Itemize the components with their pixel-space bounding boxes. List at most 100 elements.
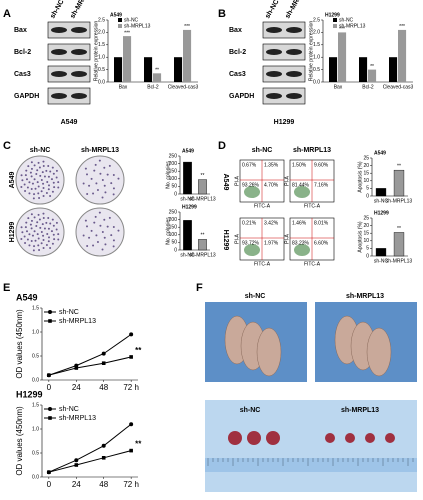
panel-letter: A bbox=[3, 8, 11, 20]
colony bbox=[38, 196, 41, 199]
colony bbox=[37, 161, 40, 164]
colony bbox=[30, 161, 33, 164]
blot-band bbox=[266, 27, 282, 33]
y-tick-label: 50 bbox=[171, 184, 177, 190]
colony bbox=[38, 248, 41, 251]
bar bbox=[359, 57, 368, 82]
colony bbox=[28, 181, 31, 184]
y-tick-label: 100 bbox=[169, 232, 178, 238]
row-label: Cas3 bbox=[14, 71, 31, 78]
colony bbox=[20, 186, 23, 189]
x-tick-label: sh-MRPL13 bbox=[386, 258, 413, 264]
colony bbox=[34, 187, 37, 190]
y-tick-label: 1.0 bbox=[313, 55, 320, 61]
quadrant-value: 1.97% bbox=[264, 240, 279, 246]
annotation: *** bbox=[399, 24, 405, 30]
annotation: *** bbox=[184, 24, 190, 30]
y-axis-label: Relative protein expression bbox=[93, 21, 99, 82]
colony bbox=[43, 227, 46, 230]
legend-label: sh-MRPL13 bbox=[124, 23, 151, 29]
row-label: A549 bbox=[222, 174, 229, 191]
blot-strip bbox=[47, 87, 91, 105]
blot-band bbox=[51, 27, 67, 33]
colony bbox=[110, 234, 113, 237]
legend-label: sh-NC bbox=[59, 309, 79, 316]
row-label: Bcl-2 bbox=[229, 49, 246, 56]
colony bbox=[20, 174, 23, 177]
colony bbox=[29, 223, 32, 226]
colony bbox=[24, 226, 27, 229]
dish bbox=[75, 207, 125, 257]
bar bbox=[198, 239, 207, 251]
colony bbox=[29, 171, 32, 174]
colony bbox=[33, 230, 36, 233]
blot-strip bbox=[47, 43, 91, 61]
blot-band bbox=[286, 27, 302, 33]
colony bbox=[25, 221, 28, 224]
x-tick-label: 48 bbox=[99, 480, 108, 489]
y-tick-label: 150 bbox=[169, 225, 178, 231]
colony bbox=[103, 218, 106, 221]
quadrant-value: 7.16% bbox=[314, 182, 329, 188]
colony bbox=[24, 189, 27, 192]
marker bbox=[101, 361, 106, 365]
legend-label: sh-MRPL13 bbox=[59, 415, 96, 422]
colony bbox=[39, 226, 42, 229]
colony bbox=[117, 177, 120, 180]
y-axis-label: Apoptosis (%) bbox=[357, 221, 363, 252]
quadrant-value: 0.21% bbox=[242, 220, 257, 226]
y-tick-label: 1.0 bbox=[32, 426, 39, 432]
colony bbox=[33, 164, 36, 167]
legend-label: sh-NC bbox=[59, 406, 79, 413]
column-label: sh-MRPL13 bbox=[293, 147, 331, 154]
annotation: ** bbox=[155, 68, 159, 74]
bar bbox=[183, 161, 192, 195]
blot-band bbox=[286, 71, 302, 77]
y-tick-label: 150 bbox=[169, 169, 178, 175]
colony bbox=[84, 167, 87, 170]
image-label: sh-NC bbox=[245, 293, 266, 300]
tumor bbox=[247, 431, 261, 445]
colony bbox=[23, 183, 26, 186]
colony bbox=[96, 240, 99, 243]
y-tick-label: 200 bbox=[169, 217, 178, 223]
colony bbox=[57, 233, 60, 236]
y-axis-label: OD values (450nm) bbox=[15, 309, 24, 379]
cell-cloud bbox=[294, 244, 310, 256]
quadrant-value: 8.01% bbox=[314, 220, 329, 226]
colony bbox=[86, 173, 89, 176]
colony bbox=[95, 234, 98, 237]
blot-strip bbox=[47, 65, 91, 83]
colony bbox=[42, 187, 45, 190]
y-tick-label: 1.5 bbox=[32, 305, 39, 311]
colony bbox=[42, 212, 45, 215]
cell-cloud bbox=[244, 186, 260, 198]
x-tick-label: sh-NC bbox=[374, 198, 389, 204]
annotation: ** bbox=[135, 440, 142, 449]
quadrant-value: 1.50% bbox=[292, 162, 307, 168]
image-label: sh-NC bbox=[240, 407, 261, 414]
chart-title: A549 bbox=[16, 292, 38, 302]
colony bbox=[101, 248, 104, 251]
x-tick-label: sh-MRPL13 bbox=[189, 252, 216, 258]
colony bbox=[40, 179, 43, 181]
colony bbox=[98, 211, 101, 214]
blot-strip bbox=[262, 43, 306, 61]
colony bbox=[45, 221, 48, 224]
bar bbox=[393, 169, 405, 197]
colony bbox=[112, 226, 115, 229]
colony bbox=[108, 164, 111, 167]
blot-band bbox=[71, 27, 87, 33]
x-tick-label: Bcl-2 bbox=[362, 84, 374, 90]
bar bbox=[144, 57, 153, 82]
axis-label: PI-A bbox=[284, 175, 290, 185]
mouse bbox=[366, 327, 392, 377]
colony bbox=[93, 221, 96, 224]
y-tick-label: 5 bbox=[366, 186, 369, 192]
bar bbox=[198, 179, 207, 195]
bar bbox=[183, 29, 192, 83]
y-tick-label: 25 bbox=[363, 155, 369, 161]
blot-band bbox=[51, 71, 67, 77]
y-tick-label: 0.0 bbox=[32, 377, 39, 383]
